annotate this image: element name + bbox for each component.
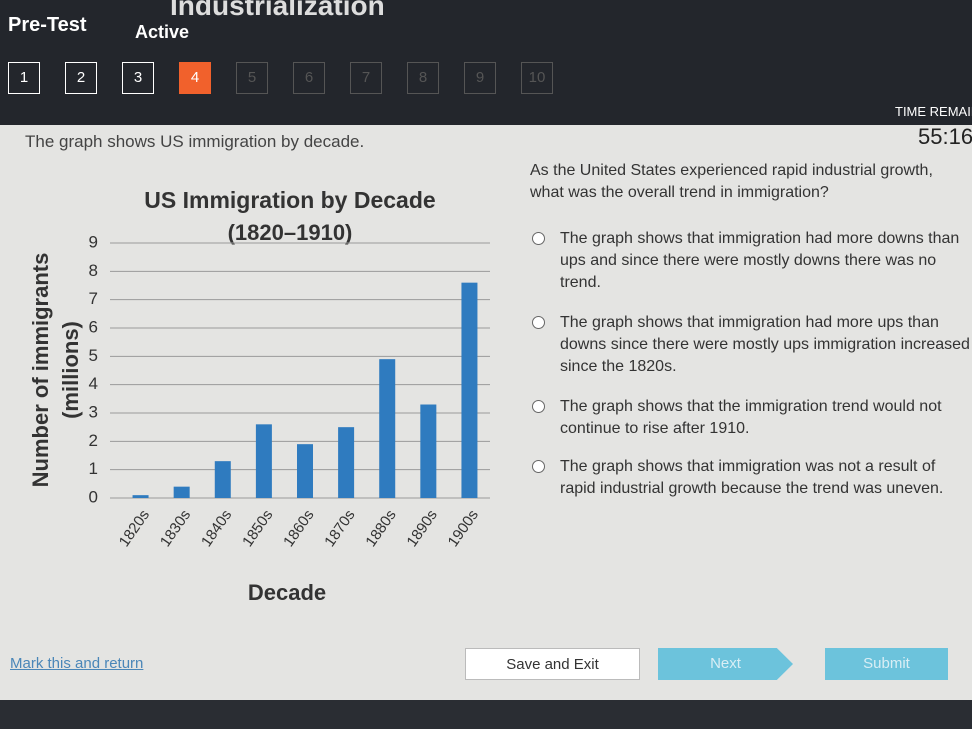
x-tick-label: 1840s xyxy=(198,507,235,550)
x-tick-label: 1880s xyxy=(362,507,399,550)
prompt: The graph shows US immigration by decade… xyxy=(25,132,365,151)
question: As the United States experienced rapid i… xyxy=(530,162,933,201)
option-text: The graph shows that the immigration tre… xyxy=(560,398,942,437)
option[interactable]: The graph shows that immigration had mor… xyxy=(530,228,970,294)
question-button[interactable]: 10 xyxy=(521,62,553,94)
y-tick-label: 2 xyxy=(89,431,98,450)
save-button[interactable]: Save and Exit xyxy=(465,648,640,680)
option-text: The graph shows that immigration had mor… xyxy=(560,314,970,375)
x-tick-label: 1900s xyxy=(445,507,482,550)
bar xyxy=(338,427,355,498)
x-tick-label: 1860s xyxy=(280,507,317,550)
chart: US Immigration by Decade (1820–1910) Num… xyxy=(28,187,490,605)
chart-title: US Immigration by Decade xyxy=(144,187,435,213)
x-tick-label: 1890s xyxy=(403,507,440,550)
x-axis-label: Decade xyxy=(248,580,326,605)
bar xyxy=(255,424,272,498)
bar xyxy=(173,486,190,498)
radio xyxy=(532,316,545,329)
y-tick-label: 1 xyxy=(89,459,98,478)
x-tick-label: 1850s xyxy=(239,507,276,550)
radio xyxy=(532,232,545,245)
option-text: The graph shows that immigration was not… xyxy=(560,458,944,497)
bar xyxy=(214,461,231,498)
question-button[interactable]: 3 xyxy=(122,62,154,94)
bar xyxy=(461,282,478,498)
option[interactable]: The graph shows that immigration had mor… xyxy=(530,312,970,378)
lesson-title: Industrialization xyxy=(170,0,385,21)
x-tick-label: 1870s xyxy=(321,507,358,550)
x-tick-label: 1830s xyxy=(157,507,194,550)
y-tick-label: 9 xyxy=(89,232,98,251)
bar xyxy=(297,444,313,498)
y-tick-label: 5 xyxy=(89,346,98,365)
question-button[interactable]: 1 xyxy=(8,62,40,94)
status: Active xyxy=(135,22,190,42)
y-axis-label: Number of immigrants xyxy=(28,253,53,488)
y-tick-label: 0 xyxy=(89,487,98,506)
y-tick-label: 8 xyxy=(89,261,98,280)
submit-button[interactable]: Submit xyxy=(825,648,948,680)
question-button[interactable]: 2 xyxy=(65,62,97,94)
y-tick-label: 7 xyxy=(89,289,98,308)
option-text: The graph shows that immigration had mor… xyxy=(560,230,960,291)
timer: 55:16 xyxy=(918,124,972,149)
bar xyxy=(379,359,396,498)
chart-subtitle: (1820–1910) xyxy=(228,220,353,245)
y-tick-label: 6 xyxy=(89,317,98,336)
question-button[interactable]: 7 xyxy=(350,62,382,94)
question-button[interactable]: 4 xyxy=(179,62,211,94)
question-button[interactable]: 9 xyxy=(464,62,496,94)
question-button[interactable]: 5 xyxy=(236,62,268,94)
question-button[interactable]: 8 xyxy=(407,62,439,94)
y-tick-label: 3 xyxy=(89,402,98,421)
question-button[interactable]: 6 xyxy=(293,62,325,94)
radio xyxy=(532,400,545,413)
timer-label: TIME REMAINING xyxy=(895,104,972,119)
next-button[interactable]: Next xyxy=(658,648,793,680)
mark-link[interactable]: Mark this and return xyxy=(10,655,144,672)
x-tick-label: 1820s xyxy=(116,507,153,550)
bar xyxy=(132,495,149,498)
y-tick-label: 4 xyxy=(89,374,98,393)
option[interactable]: The graph shows that immigration was not… xyxy=(530,456,970,500)
bar xyxy=(420,404,437,498)
y-axis-label: (millions) xyxy=(58,321,83,419)
mode: Pre-Test xyxy=(8,14,87,36)
option[interactable]: The graph shows that the immigration tre… xyxy=(530,396,970,440)
radio xyxy=(532,460,545,473)
